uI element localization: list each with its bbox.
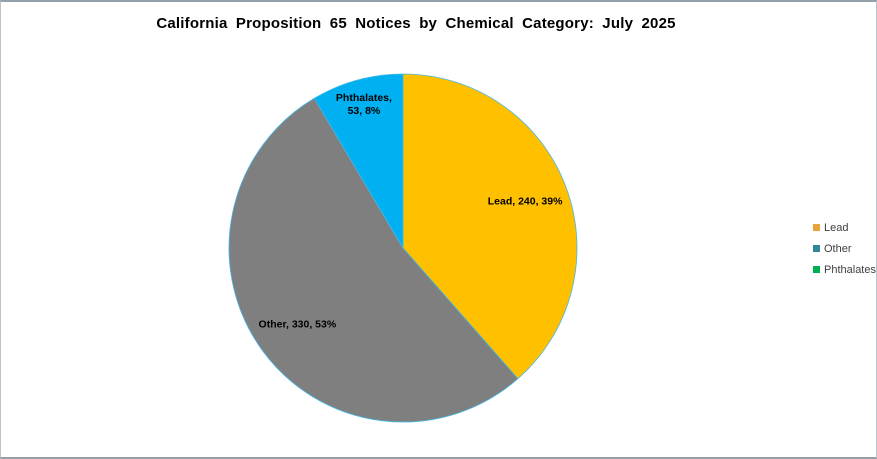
- legend-label-other: Other: [824, 242, 852, 255]
- chart-title: California Proposition 65 Notices by Che…: [156, 15, 676, 32]
- legend-item-lead[interactable]: Lead: [813, 217, 876, 238]
- pie-slice-lead[interactable]: [402, 73, 578, 380]
- legend-swatch-lead: [813, 224, 820, 231]
- legend-label-phthalates: Phthalates: [824, 263, 876, 276]
- pie-slice-other[interactable]: [228, 97, 519, 423]
- legend-swatch-other: [813, 245, 820, 252]
- legend-item-phthalates[interactable]: Phthalates: [813, 259, 876, 280]
- legend-item-other[interactable]: Other: [813, 238, 876, 259]
- pie-slice-phthalates[interactable]: [313, 73, 404, 250]
- legend: Lead Other Phthalates: [813, 217, 876, 280]
- legend-label-lead: Lead: [824, 221, 849, 234]
- legend-swatch-phthalates: [813, 266, 820, 273]
